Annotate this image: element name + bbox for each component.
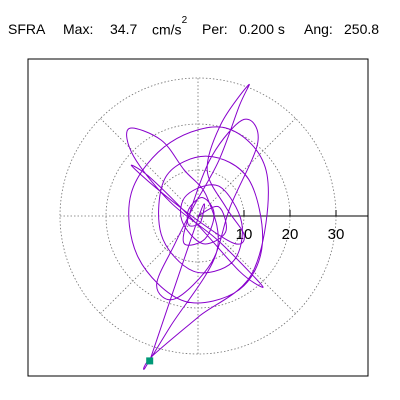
period-label: Per:	[202, 21, 228, 37]
max-unit: cm/s2	[152, 15, 187, 38]
angle-label: Ang:	[304, 21, 333, 37]
grid-spoke	[197, 118, 296, 217]
max-unit-base: cm/s	[152, 21, 182, 38]
chart-title: SFRA Max: 34.7 cm/s2 Per: 0.200 s Ang: 2…	[0, 14, 400, 44]
endpoint-marker	[146, 357, 154, 365]
period-value: 0.200 s	[239, 21, 285, 37]
radial-tick-label: 20	[282, 226, 299, 243]
max-label: Max:	[63, 21, 94, 37]
max-unit-exponent: 2	[181, 15, 188, 26]
station-label: SFRA	[8, 21, 46, 37]
plot-frame	[27, 58, 369, 377]
max-value: 34.7	[110, 21, 138, 37]
angle-value: 250.8	[344, 21, 380, 37]
radial-tick-label: 30	[328, 226, 345, 243]
orbit-trace	[126, 83, 269, 370]
